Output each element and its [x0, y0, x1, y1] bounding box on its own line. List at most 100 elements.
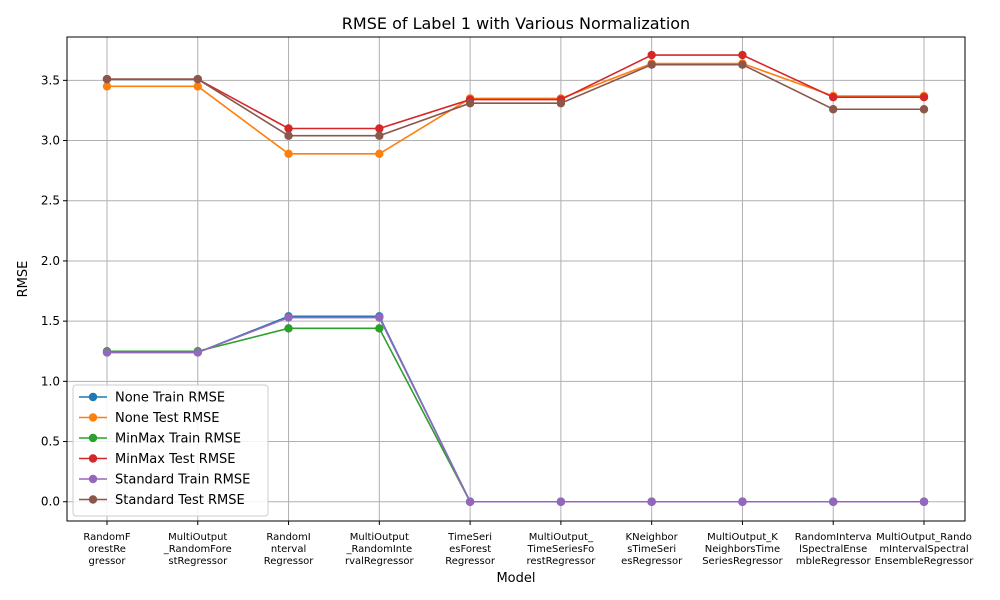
x-tick-label-line: nterval — [271, 544, 306, 555]
legend-swatch-marker — [88, 413, 98, 422]
data-point — [102, 82, 112, 91]
data-point — [375, 149, 384, 158]
data-point — [284, 313, 293, 322]
series-minmax-test-rmse — [102, 50, 929, 133]
x-tick-label-line: mbleRegressor — [796, 556, 872, 567]
data-point — [284, 149, 293, 158]
data-point — [284, 131, 293, 140]
x-tick-label-line: sTimeSeri — [627, 544, 676, 555]
x-tick-label-line: EnsembleRegressor — [875, 556, 975, 567]
x-tick-label-line: MultiOutput_K — [707, 532, 778, 543]
legend-label: Standard Train RMSE — [115, 473, 250, 488]
x-axis-title: Model — [496, 571, 535, 586]
data-point — [829, 92, 838, 102]
series-layer — [102, 50, 929, 506]
x-tick-label-line: orestRe — [88, 544, 126, 555]
data-point — [465, 99, 475, 108]
x-tick-label-line: mIntervalSpectral — [879, 544, 968, 555]
legend-swatch-marker — [88, 392, 98, 402]
x-tick-label-line: TimeSeriesFo — [527, 544, 595, 555]
data-point — [465, 497, 475, 506]
legend-item: None Test RMSE — [79, 411, 220, 426]
data-point — [375, 324, 384, 333]
x-tick-label-line: Regressor — [264, 556, 315, 567]
y-tick-label: 2.5 — [41, 194, 60, 208]
legend-label: MinMax Test RMSE — [115, 452, 236, 467]
x-tick-label-line: MultiOutput_Rando — [876, 532, 972, 543]
legend-item: Standard Test RMSE — [79, 493, 245, 508]
x-tick-label: MultiOutput_K NeighborsTime SeriesRegresso… — [702, 532, 783, 567]
legend-swatch-marker — [88, 495, 98, 504]
x-tick-label-line: NeighborsTime — [705, 544, 780, 555]
y-tick-label: 1.0 — [41, 374, 60, 388]
x-tick-label-line: esForest — [449, 544, 491, 555]
legend-box — [72, 384, 269, 517]
legend-label: MinMax Train RMSE — [115, 432, 241, 447]
series-line — [107, 316, 924, 503]
x-tick-label: RandomF orestRe gressor — [83, 532, 130, 567]
x-tick-label-line: rvalRegressor — [345, 556, 415, 567]
x-tick-label-line: restRegressor — [526, 556, 596, 567]
y-tick-label: 0.5 — [41, 435, 60, 449]
data-point — [193, 82, 202, 91]
series-line — [107, 62, 924, 155]
x-tick-label-line: RandomI — [266, 532, 310, 543]
legend: None Train RMSE None Test RMSE MinMax Trai… — [72, 384, 269, 517]
x-tick-label: RandomInterva lSpectralEnse mbleRegressor — [795, 532, 872, 567]
series-line — [107, 63, 924, 137]
legend-label: Standard Test RMSE — [115, 493, 245, 508]
data-point — [284, 324, 293, 333]
legend-swatch-marker — [88, 433, 98, 443]
x-tick-label-line: _RandomFore — [163, 544, 232, 555]
data-point — [919, 497, 929, 506]
data-point — [193, 74, 202, 84]
y-tick-label: 0.0 — [41, 495, 60, 509]
data-point — [556, 497, 566, 506]
x-tick-label-line: MultiOutput — [350, 532, 409, 543]
data-point — [738, 497, 747, 506]
x-tick-label: MultiOutput_Rando mIntervalSpectral Ensemb… — [875, 532, 975, 567]
plot-frame — [66, 36, 966, 522]
legend-item: MinMax Test RMSE — [79, 452, 236, 467]
x-tick-label-line: esRegressor — [621, 556, 683, 567]
y-tick-label: 3.0 — [41, 134, 60, 148]
x-tick-label-line: RandomInterva — [795, 532, 872, 543]
data-point — [556, 99, 566, 108]
y-axis-title: RMSE — [16, 261, 31, 298]
legend-label: None Test RMSE — [115, 411, 220, 426]
series-none-test-rmse — [102, 59, 929, 158]
x-tick-label: MultiOutput_ TimeSeriesFo restRegressor — [526, 532, 596, 567]
data-point — [919, 105, 929, 114]
series-line — [107, 54, 924, 130]
data-point — [102, 74, 112, 84]
y-tick-label: 1.5 — [41, 314, 60, 328]
x-tick-label-line: _RandomInte — [345, 544, 412, 555]
data-point — [919, 92, 929, 102]
legend-item: MinMax Train RMSE — [79, 432, 241, 447]
legend-swatch-marker — [88, 454, 98, 463]
y-tick-label: 3.5 — [41, 73, 60, 87]
data-point — [284, 124, 293, 133]
x-tick-label: RandomI nterval Regressor — [264, 532, 315, 567]
x-tick-label-line: MultiOutput — [168, 532, 227, 543]
legend-item: Standard Train RMSE — [79, 473, 250, 488]
y-tick-label: 2.0 — [41, 254, 60, 268]
data-point — [738, 60, 747, 69]
x-tick-label: KNeighbor sTimeSeri esRegressor — [621, 532, 683, 567]
x-tick-label-line: gressor — [88, 556, 126, 567]
series-standard-test-rmse — [102, 60, 929, 140]
series-standard-train-rmse — [102, 313, 929, 506]
x-tick-label-line: MultiOutput_ — [529, 532, 594, 543]
x-tick-label-line: KNeighbor — [626, 532, 679, 543]
data-point — [829, 105, 838, 114]
data-point — [193, 348, 202, 357]
x-tick-label-line: stRegressor — [168, 556, 228, 567]
x-tick-label: MultiOutput _RandomFore stRegressor — [163, 532, 232, 567]
x-tick-label: MultiOutput _RandomInte rvalRegressor — [345, 532, 415, 567]
y-axis-ticks: 0.0 0.5 1.0 1.5 2.0 2.5 3.0 3.5 — [41, 73, 67, 509]
data-point — [829, 497, 838, 506]
legend-item: None Train RMSE — [79, 391, 225, 406]
